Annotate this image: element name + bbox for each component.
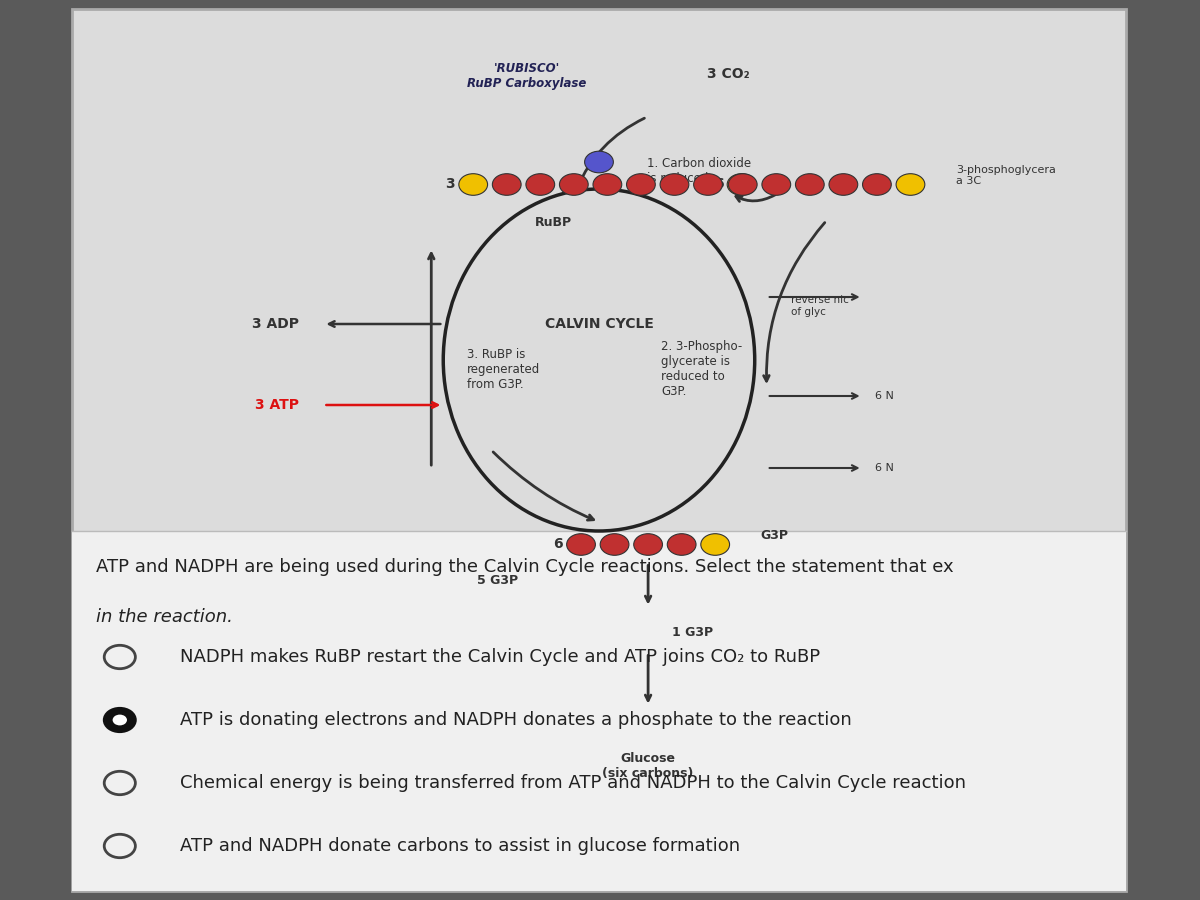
Circle shape [796, 174, 824, 195]
Text: 6 N: 6 N [875, 463, 893, 473]
Circle shape [559, 174, 588, 195]
Text: 3. RuBP is
regenerated
from G3P.: 3. RuBP is regenerated from G3P. [467, 347, 540, 391]
Circle shape [626, 174, 655, 195]
Circle shape [896, 174, 925, 195]
Text: 1. Carbon dioxide
is reduced: 1. Carbon dioxide is reduced [647, 157, 751, 185]
Text: ATP and NADPH donate carbons to assist in glucose formation: ATP and NADPH donate carbons to assist i… [180, 837, 740, 855]
Circle shape [458, 174, 487, 195]
Circle shape [863, 174, 892, 195]
Text: 5 G3P: 5 G3P [476, 574, 517, 587]
Text: NADPH makes RuBP restart the Calvin Cycle and ATP joins CO₂ to RuBP: NADPH makes RuBP restart the Calvin Cycl… [180, 648, 820, 666]
Circle shape [634, 534, 662, 555]
Circle shape [600, 534, 629, 555]
FancyBboxPatch shape [72, 9, 1126, 891]
Text: G3P: G3P [761, 529, 788, 542]
Text: 'RUBISCO'
RuBP Carboxylase: 'RUBISCO' RuBP Carboxylase [468, 62, 587, 90]
Text: 1 G3P: 1 G3P [672, 626, 713, 638]
FancyBboxPatch shape [72, 531, 1126, 891]
Text: 3: 3 [445, 177, 455, 192]
Text: RuBP: RuBP [535, 216, 572, 229]
Circle shape [660, 174, 689, 195]
Text: 6: 6 [714, 177, 724, 192]
Circle shape [667, 534, 696, 555]
Circle shape [526, 174, 554, 195]
Text: 3 ATP: 3 ATP [256, 398, 300, 412]
Text: 3 ADP: 3 ADP [252, 317, 300, 331]
Text: 3 CO₂: 3 CO₂ [707, 67, 750, 81]
Circle shape [104, 708, 136, 732]
Text: Glucose
(six carbons): Glucose (six carbons) [602, 752, 694, 779]
Circle shape [701, 534, 730, 555]
Text: Chemical energy is being transferred from ATP and NADPH to the Calvin Cycle reac: Chemical energy is being transferred fro… [180, 774, 966, 792]
Text: ATP is donating electrons and NADPH donates a phosphate to the reaction: ATP is donating electrons and NADPH dona… [180, 711, 852, 729]
Circle shape [584, 151, 613, 173]
Text: 6 N: 6 N [875, 391, 893, 401]
Circle shape [593, 174, 622, 195]
Text: in the reaction.: in the reaction. [96, 608, 233, 625]
Circle shape [829, 174, 858, 195]
Circle shape [728, 174, 757, 195]
Text: 2. 3-Phospho-
glycerate is
reduced to
G3P.: 2. 3-Phospho- glycerate is reduced to G3… [661, 340, 743, 398]
Circle shape [694, 174, 722, 195]
Text: CALVIN CYCLE: CALVIN CYCLE [545, 317, 654, 331]
Text: ATP and NADPH are being used during the Calvin Cycle reactions. Select the state: ATP and NADPH are being used during the … [96, 558, 954, 576]
Circle shape [566, 534, 595, 555]
Text: reverse nic
of glyc: reverse nic of glyc [791, 295, 848, 317]
Circle shape [762, 174, 791, 195]
Circle shape [492, 174, 521, 195]
Circle shape [113, 715, 127, 725]
Circle shape [727, 174, 756, 195]
Text: 3-phosphoglycera
a 3C: 3-phosphoglycera a 3C [956, 165, 1056, 186]
Text: 6: 6 [553, 537, 563, 552]
